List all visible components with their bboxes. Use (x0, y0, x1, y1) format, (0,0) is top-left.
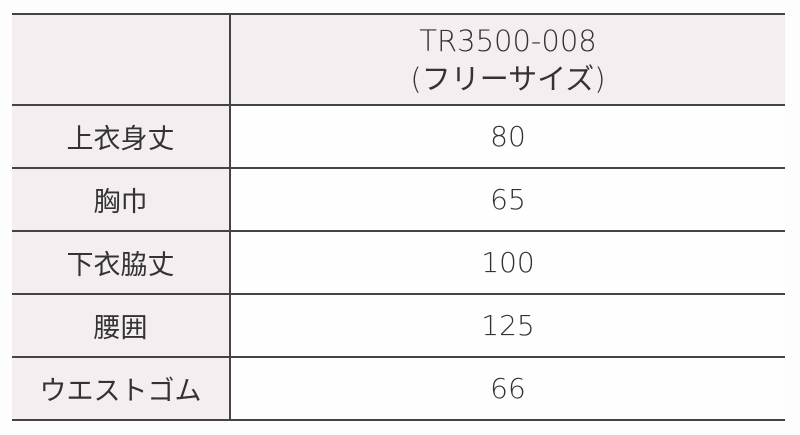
row-value: 80 (230, 104, 785, 169)
row-label: 下衣脇丈 (12, 230, 231, 295)
row-value: 100 (230, 230, 785, 295)
row-label: 胸巾 (12, 167, 231, 232)
row-label: 腰囲 (12, 293, 231, 358)
size-table: TR3500-008 (フリーサイズ) 上衣身丈 80 胸巾 65 下衣脇丈 1… (12, 13, 785, 421)
size-label: (フリーサイズ) (410, 61, 606, 96)
header-row: TR3500-008 (フリーサイズ) (12, 13, 785, 106)
header-empty-cell (12, 13, 231, 106)
row-value: 65 (230, 167, 785, 232)
table-row: ウエストゴム 66 (12, 356, 785, 421)
header-product-cell: TR3500-008 (フリーサイズ) (230, 13, 785, 106)
table-row: 下衣脇丈 100 (12, 230, 785, 295)
row-label: ウエストゴム (12, 356, 231, 421)
row-value: 66 (230, 356, 785, 421)
table-row: 胸巾 65 (12, 167, 785, 232)
row-label: 上衣身丈 (12, 104, 231, 169)
product-code: TR3500-008 (419, 23, 597, 58)
table-row: 腰囲 125 (12, 293, 785, 358)
row-value: 125 (230, 293, 785, 358)
table-row: 上衣身丈 80 (12, 104, 785, 169)
